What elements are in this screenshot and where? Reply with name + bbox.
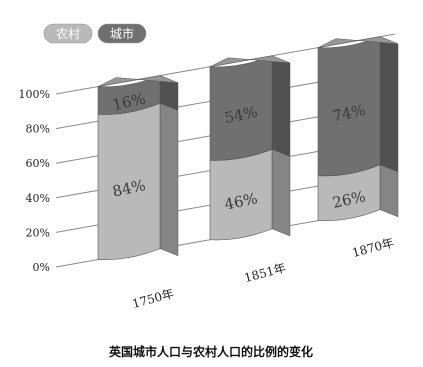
bar-top bbox=[97, 75, 179, 87]
legend: 农村 城市 bbox=[43, 23, 147, 44]
x-tick-label: 1870年 bbox=[351, 236, 396, 261]
legend-swatch bbox=[43, 23, 93, 44]
x-tick-label: 1750年 bbox=[131, 286, 176, 311]
bar-side bbox=[271, 148, 291, 237]
y-tick-label: 0% bbox=[33, 261, 50, 274]
y-tick-label: 60% bbox=[26, 157, 50, 170]
y-tick-label: 80% bbox=[26, 123, 50, 136]
bar-top bbox=[317, 36, 399, 48]
y-tick-label: 100% bbox=[19, 88, 50, 101]
legend-swatch bbox=[97, 23, 147, 44]
x-tick-label: 1851年 bbox=[243, 261, 288, 286]
bar-side bbox=[379, 36, 399, 173]
bar-side bbox=[271, 55, 291, 157]
bar-segment bbox=[97, 75, 161, 115]
bar-side bbox=[379, 164, 399, 218]
y-axis-ticks: 0% 20% 40% 60% 80% 100% bbox=[19, 88, 50, 274]
y-tick-label: 20% bbox=[26, 226, 50, 239]
bar-top bbox=[209, 55, 291, 67]
y-tick-label: 40% bbox=[26, 192, 50, 205]
bar-segment bbox=[317, 36, 381, 177]
legend-label: 农村 bbox=[56, 27, 80, 41]
bar-segment bbox=[209, 55, 273, 161]
chart-title: 英国城市人口与农村人口的比例的变化 bbox=[109, 344, 313, 359]
bar-side bbox=[159, 102, 179, 257]
legend-label: 城市 bbox=[110, 26, 134, 41]
